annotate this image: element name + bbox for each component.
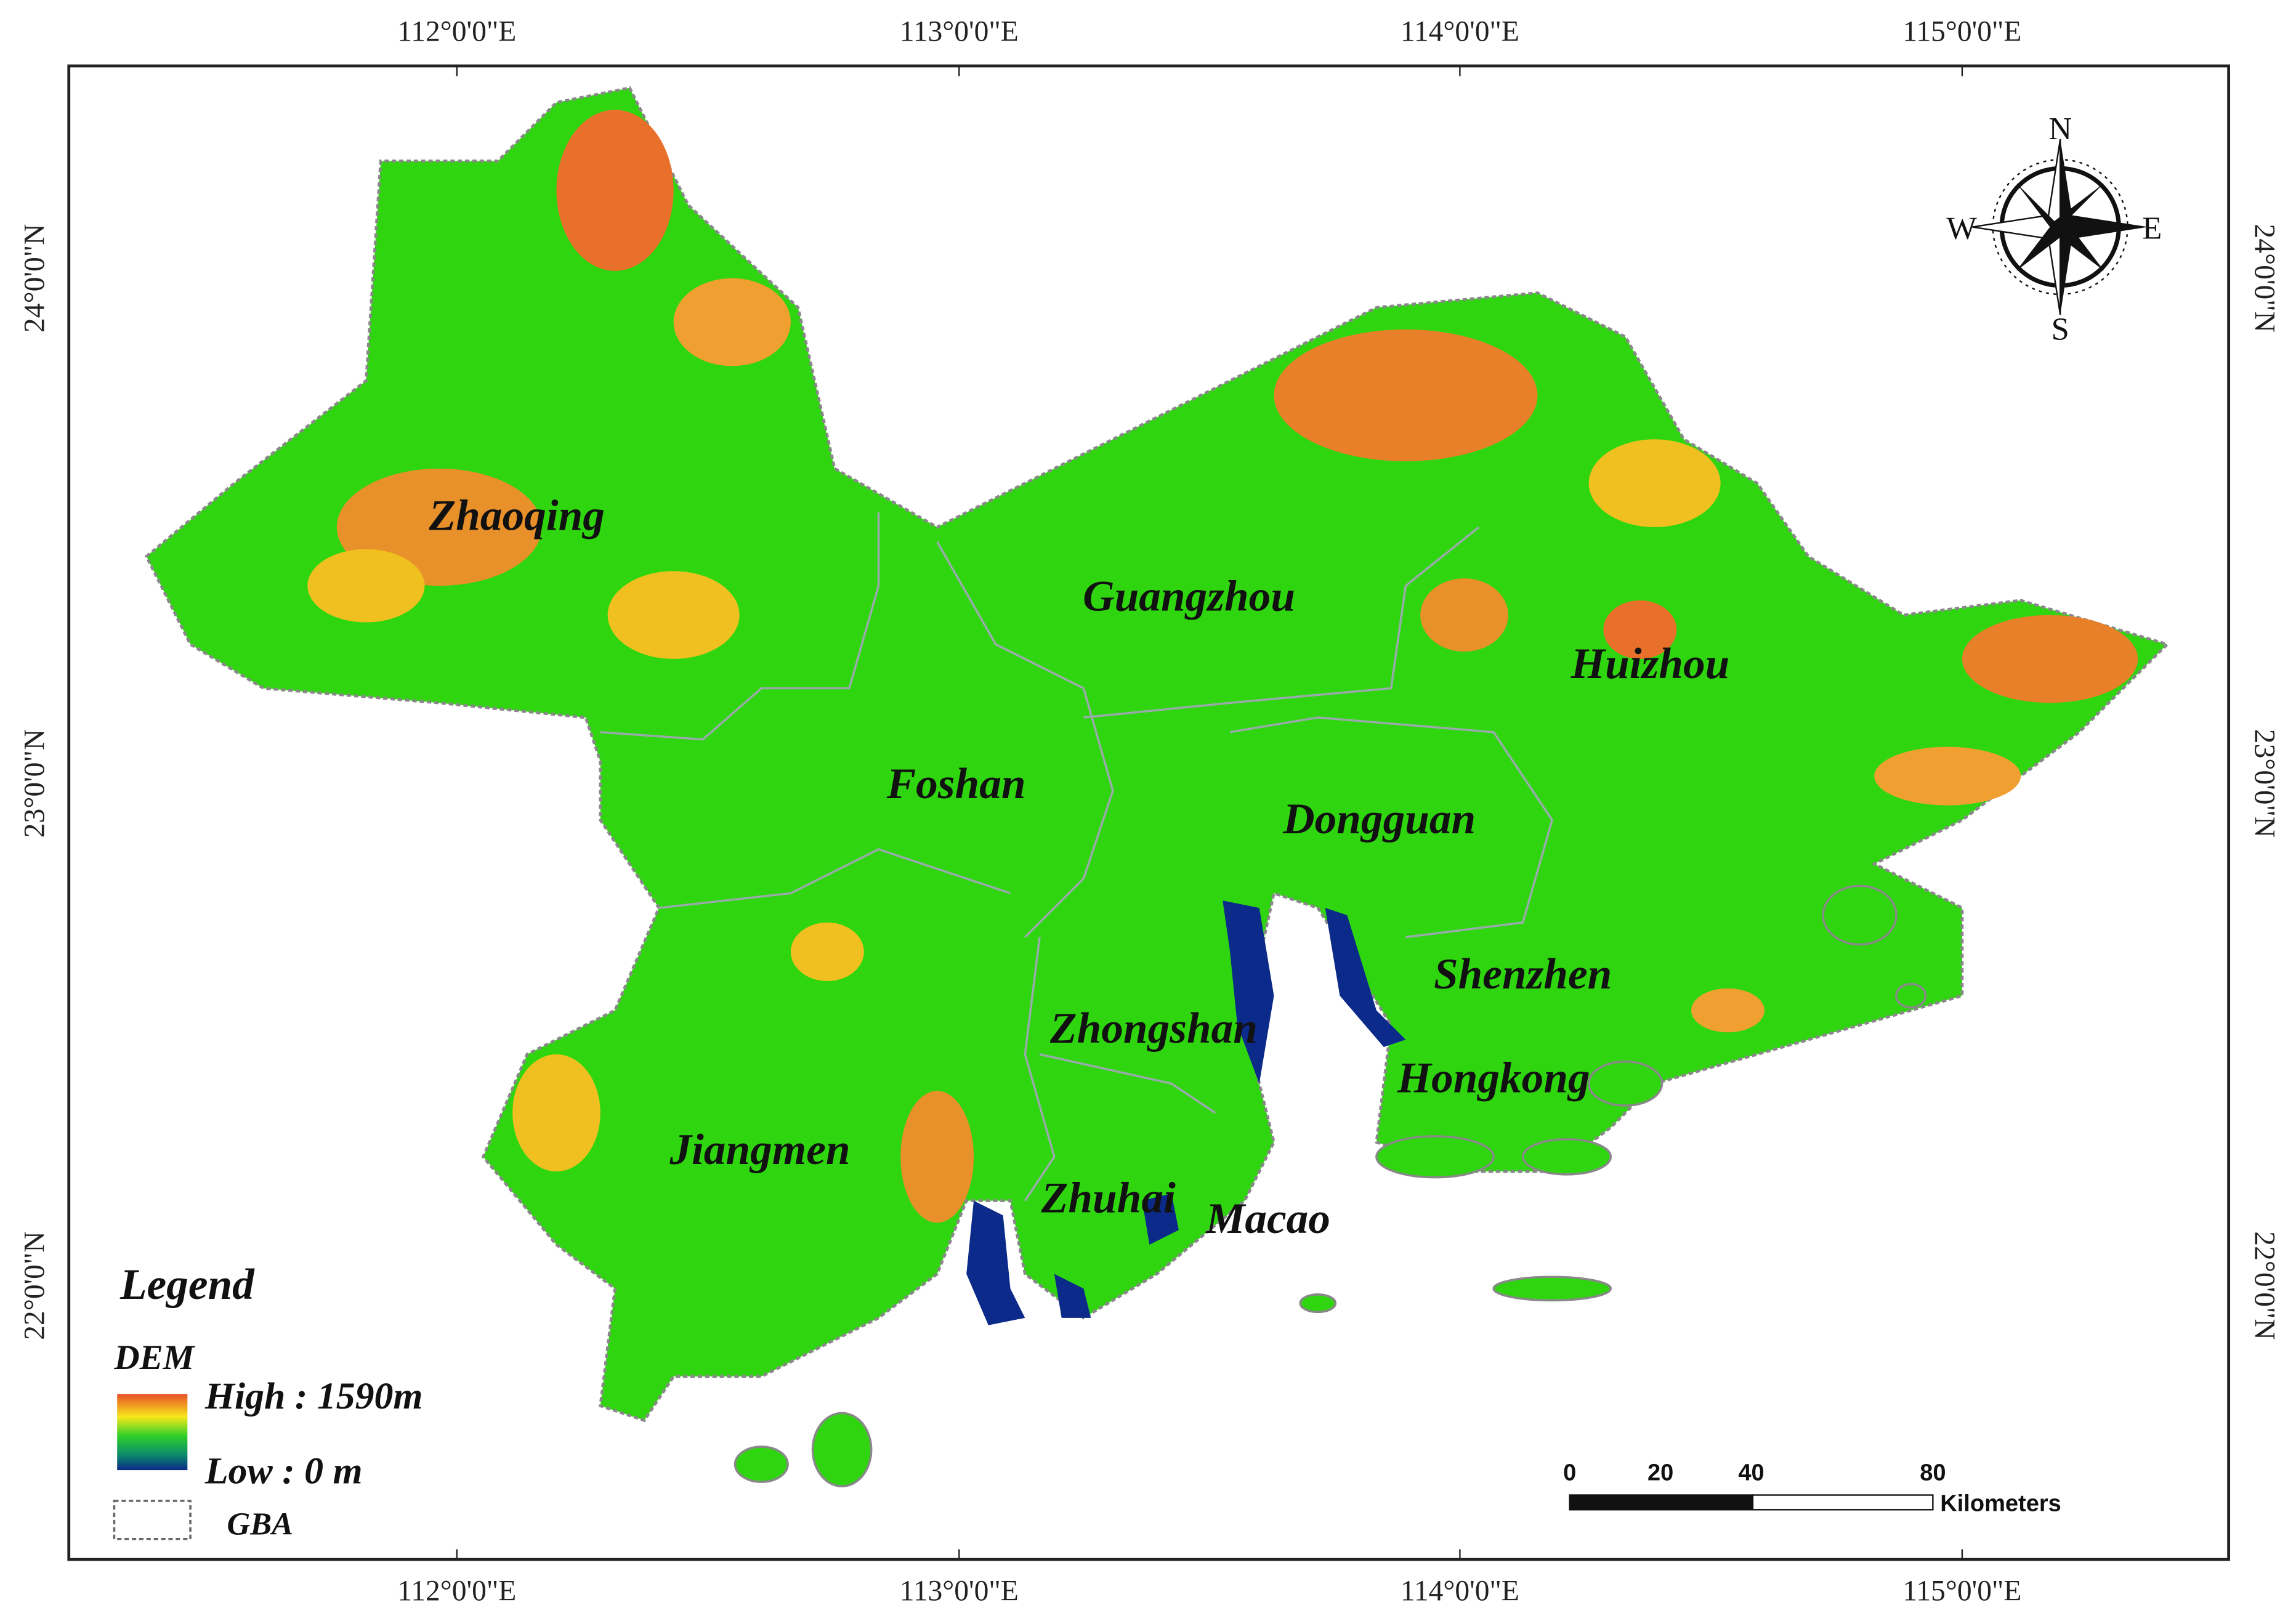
scale-label: 20 (1647, 1460, 1673, 1486)
longitude-label: 112°0'0"E (397, 1575, 516, 1607)
boundary (1024, 937, 1056, 1202)
lowland (1054, 1274, 1091, 1318)
island (1895, 982, 1927, 1009)
lowland (966, 1200, 1025, 1325)
legend-layer: DEM (113, 1338, 195, 1377)
longitude-label: 115°0'0"E (1902, 1575, 2021, 1607)
city-label: Jiangmen (669, 1125, 850, 1174)
city-label: Zhongshan (1049, 1004, 1258, 1053)
boundary (936, 541, 1114, 938)
city-label: Hongkong (1397, 1054, 1590, 1102)
highland (1962, 615, 2138, 703)
island (1492, 1275, 1612, 1302)
longitude-label: 112°0'0"E (397, 16, 516, 48)
compass-star (2016, 183, 2104, 271)
scale-label: 40 (1738, 1460, 1764, 1486)
legend-title: Legend (119, 1260, 255, 1309)
compass-label: S (2051, 312, 2069, 347)
island (1299, 1293, 1337, 1314)
longitude-label: 114°0'0"E (1401, 1575, 1519, 1607)
highland (1588, 439, 1721, 527)
island (1822, 884, 1898, 946)
highland (1274, 329, 1538, 461)
boundary (1229, 716, 1554, 939)
city-label: Macao (1205, 1194, 1330, 1243)
latitude-label: 23°0'0"N (18, 729, 51, 838)
boundary (600, 512, 880, 741)
highland (607, 571, 740, 659)
water-lowland (966, 900, 1406, 1325)
scale-bar-segment (1752, 1494, 1934, 1511)
highland (1420, 578, 1508, 652)
compass-rose (1972, 139, 2148, 315)
latitude-label: 22°0'0"N (2248, 1231, 2280, 1340)
island (1375, 1135, 1495, 1179)
district-boundaries (600, 512, 1554, 1202)
highland (1874, 746, 2021, 806)
legend-low: Low : 0 m (204, 1450, 363, 1492)
city-label: Huizhou (1570, 639, 1730, 688)
boundary (1083, 526, 1480, 719)
highland (556, 110, 674, 271)
legend-high: High : 1590m (204, 1375, 423, 1417)
boundary (1039, 1053, 1216, 1114)
island (811, 1412, 873, 1488)
highland (1691, 988, 1764, 1033)
scale-unit: Kilometers (1940, 1491, 2061, 1517)
scale-label: 0 (1563, 1460, 1576, 1486)
island (1521, 1138, 1612, 1176)
lowland (1223, 900, 1274, 1084)
lowland (1325, 908, 1406, 1047)
legend-gba-swatch (113, 1500, 192, 1540)
city-label: Zhaoqing (429, 491, 605, 540)
highland (900, 1091, 974, 1223)
longitude-label: 114°0'0"E (1401, 16, 1519, 48)
compass-label: W (1946, 211, 1977, 246)
city-label: Foshan (886, 759, 1026, 808)
latitude-label: 24°0'0"N (2248, 224, 2280, 333)
compass-label: N (2048, 111, 2072, 147)
city-label: Guangzhou (1083, 572, 1295, 620)
highland (512, 1054, 600, 1172)
highland (307, 549, 425, 623)
latitude-label: 23°0'0"N (2248, 729, 2280, 838)
legend-boundary: GBA (227, 1506, 294, 1542)
region-land (144, 86, 2170, 1423)
city-label: Dongguan (1282, 794, 1476, 843)
highland (1603, 600, 1677, 659)
island (1587, 1060, 1663, 1107)
scale-bar-segment (1569, 1494, 1754, 1511)
island (734, 1445, 789, 1483)
longitude-label: 115°0'0"E (1902, 16, 2021, 48)
legend-ramp (117, 1394, 188, 1471)
compass-label: E (2142, 211, 2162, 246)
longitude-label: 113°0'0"E (900, 16, 1019, 48)
latitude-label: 22°0'0"N (18, 1231, 51, 1340)
longitude-label: 113°0'0"E (900, 1575, 1019, 1607)
latitude-label: 24°0'0"N (18, 224, 51, 333)
islands (734, 884, 1927, 1488)
boundary (658, 848, 1011, 909)
highland-patches (307, 110, 2138, 1223)
city-label: Shenzhen (1434, 950, 1612, 998)
city-label: Zhuhai (1041, 1174, 1176, 1223)
scale-label: 80 (1920, 1460, 1946, 1486)
highland (790, 922, 864, 981)
lowland (1142, 1193, 1179, 1245)
highland (673, 278, 791, 366)
